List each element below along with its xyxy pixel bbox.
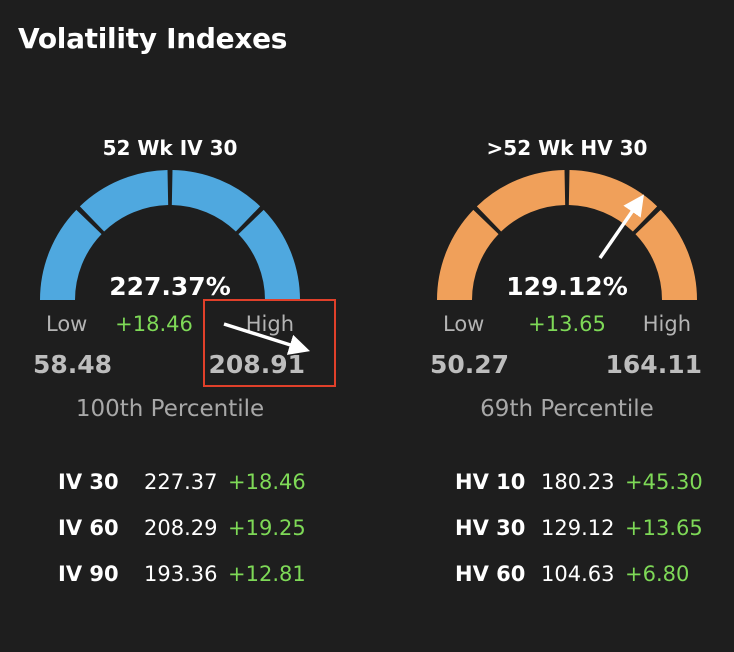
gauge-title: 52 Wk IV 30 (102, 136, 238, 160)
stat-change: +6.80 (625, 562, 690, 586)
low-label: Low (46, 312, 88, 336)
gauge-segment (568, 170, 658, 232)
stat-change: +19.25 (228, 516, 306, 540)
gauge-segment (171, 170, 261, 232)
stat-change: +12.81 (228, 562, 306, 586)
stat-row: HV 30 129.12 +13.65 (455, 516, 715, 562)
stat-value: 227.37 (144, 470, 218, 494)
high-value: 164.11 (605, 350, 702, 379)
gauge-segment (635, 209, 697, 300)
low-label: Low (443, 312, 485, 336)
highlight-box (203, 299, 336, 387)
stat-row: IV 60 208.29 +19.25 (58, 516, 318, 562)
stat-value: 104.63 (541, 562, 615, 586)
iv-panel: 52 Wk IV 30 227.37% Low +18.46 High 58.4… (20, 0, 320, 652)
hv-panel: >52 Wk HV 30 129.12% Low +13.65 High 50.… (417, 0, 717, 652)
stat-value: 193.36 (144, 562, 218, 586)
iv-gauge (40, 170, 300, 300)
low-value: 58.48 (33, 350, 113, 379)
change-value: +18.46 (115, 312, 193, 336)
gauge-segment (40, 209, 102, 300)
stat-change: +18.46 (228, 470, 306, 494)
stat-row: IV 90 193.36 +12.81 (58, 562, 318, 608)
gauge-segment (238, 209, 300, 300)
hv-stats-table: HV 10 180.23 +45.30 HV 30 129.12 +13.65 … (455, 470, 715, 608)
stat-name: IV 60 (58, 516, 119, 540)
stat-row: HV 60 104.63 +6.80 (455, 562, 715, 608)
gauge-segment (437, 209, 499, 300)
change-value: +13.65 (528, 312, 606, 336)
gauge-segment (476, 170, 566, 232)
stat-name: HV 60 (455, 562, 526, 586)
stat-name: HV 30 (455, 516, 526, 540)
gauge-segment (79, 170, 169, 232)
stat-change: +13.65 (625, 516, 703, 540)
stat-change: +45.30 (625, 470, 703, 494)
stat-name: HV 10 (455, 470, 526, 494)
low-value: 50.27 (430, 350, 510, 379)
stat-value: 180.23 (541, 470, 615, 494)
gauge-value: 227.37% (109, 272, 231, 301)
stat-row: IV 30 227.37 +18.46 (58, 470, 318, 516)
gauge-title: >52 Wk HV 30 (486, 136, 648, 160)
hv-gauge (437, 170, 697, 300)
percentile: 100th Percentile (75, 396, 265, 422)
percentile: 69th Percentile (480, 396, 654, 422)
high-label: High (642, 312, 691, 336)
stat-value: 129.12 (541, 516, 615, 540)
stat-value: 208.29 (144, 516, 218, 540)
iv-stats-table: IV 30 227.37 +18.46 IV 60 208.29 +19.25 … (58, 470, 318, 608)
gauge-value: 129.12% (506, 272, 628, 301)
stat-name: IV 90 (58, 562, 119, 586)
stat-row: HV 10 180.23 +45.30 (455, 470, 715, 516)
stat-name: IV 30 (58, 470, 119, 494)
page-title: Volatility Indexes (18, 22, 288, 55)
